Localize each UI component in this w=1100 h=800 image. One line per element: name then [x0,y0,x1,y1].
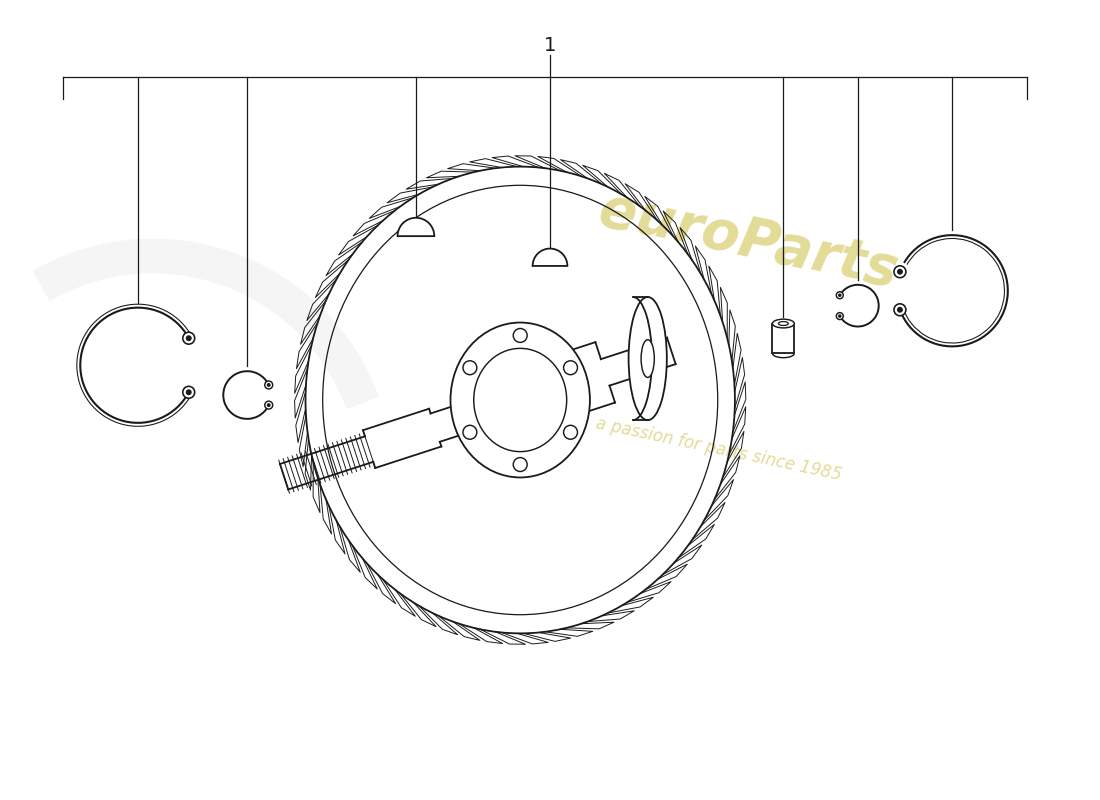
Circle shape [514,458,527,471]
Circle shape [266,403,271,407]
Circle shape [838,314,842,318]
Circle shape [896,269,903,274]
Circle shape [894,266,906,278]
Circle shape [186,335,191,341]
Ellipse shape [772,319,794,328]
Circle shape [265,401,273,409]
Circle shape [463,426,476,439]
Circle shape [266,383,271,387]
Circle shape [514,329,527,342]
Ellipse shape [451,322,590,478]
Text: euroParts: euroParts [594,183,903,299]
Circle shape [836,313,844,319]
Circle shape [265,381,273,389]
Ellipse shape [628,297,667,420]
Circle shape [563,426,578,439]
Text: 1: 1 [543,37,557,55]
Ellipse shape [641,340,654,378]
Wedge shape [532,249,568,266]
Circle shape [894,304,906,316]
Circle shape [183,332,195,344]
Circle shape [463,361,476,374]
Circle shape [183,386,195,398]
Circle shape [836,292,844,298]
Ellipse shape [779,322,789,326]
Text: a passion for parts since 1985: a passion for parts since 1985 [594,414,844,485]
Bar [772,323,794,354]
Wedge shape [397,218,434,236]
Circle shape [186,390,191,395]
Circle shape [896,307,903,313]
Circle shape [838,294,842,297]
Circle shape [563,361,578,374]
